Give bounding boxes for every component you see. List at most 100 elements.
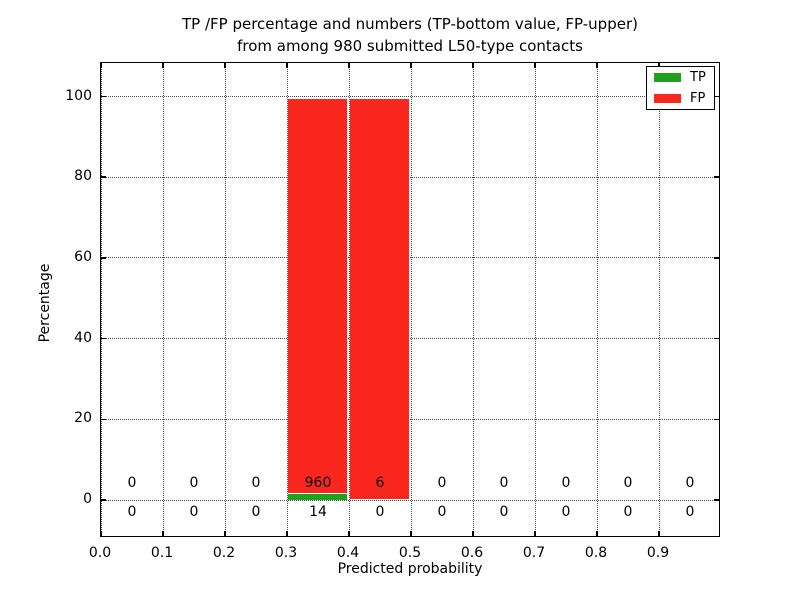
x-tick-top-0.4 [348, 63, 350, 68]
y-tick-label-80: 80 [74, 168, 92, 185]
y-tick-right-0 [714, 499, 719, 501]
tp-count-label-0.8-0.9: 0 [623, 504, 633, 520]
plot-area: 0 0 0 960 6 0 0 0 0 0 0 0 0 14 0 0 0 0 0 0 [100, 62, 720, 537]
gridline-x-0.9 [658, 63, 660, 536]
x-tick-top-0.9 [658, 63, 660, 68]
fp-count-label-0.7-0.8: 0 [561, 475, 571, 491]
gridline-x-0.5 [410, 63, 412, 536]
y-tick-left-60 [101, 257, 106, 259]
x-tick-label-0.6: 0.6 [460, 545, 484, 561]
legend-label-fp: FP [690, 91, 706, 106]
gridline-x-0.1 [162, 63, 164, 536]
x-tick-top-0.3 [286, 63, 288, 68]
bar-tp-0.3-0.4 [288, 494, 347, 500]
y-tick-right-80 [714, 176, 719, 178]
x-tick-label-0.3: 0.3 [274, 545, 298, 561]
x-tick-label-0.0: 0.0 [88, 545, 112, 561]
fp-count-label-0.3-0.4: 960 [304, 475, 332, 491]
x-tick-bottom-0.3 [286, 531, 288, 536]
y-tick-right-20 [714, 418, 719, 421]
gridline-x-0.2 [224, 63, 226, 536]
y-tick-right-100 [714, 95, 719, 98]
gridline-x-0.4 [348, 63, 350, 536]
gridline-y-60 [101, 257, 719, 259]
chart-title: TP /FP percentage and numbers (TP-bottom… [100, 13, 720, 57]
x-tick-bottom-0.4 [348, 531, 350, 536]
tp-count-label-0.6-0.7: 0 [499, 504, 509, 520]
x-tick-top-0.5 [410, 63, 412, 68]
gridline-y-100 [101, 96, 719, 97]
y-tick-label-20: 20 [74, 410, 92, 427]
gridline-x-0.0 [100, 63, 102, 536]
tp-count-label-0.4-0.5: 0 [375, 504, 385, 520]
x-tick-top-0.7 [534, 63, 536, 68]
x-tick-bottom-0.7 [534, 531, 536, 536]
x-tick-label-0.5: 0.5 [398, 545, 422, 561]
tp-count-label-0.2-0.3: 0 [251, 504, 261, 520]
tp-count-label-0.7-0.8: 0 [561, 504, 571, 520]
gridline-x-0.3 [286, 63, 288, 536]
gridline-x-0.7 [534, 63, 536, 536]
x-tick-label-0.4: 0.4 [336, 545, 360, 561]
gridline-y-0 [101, 499, 719, 501]
legend-item-fp: FP [647, 88, 714, 109]
x-tick-bottom-0.5 [410, 531, 412, 536]
y-tick-label-60: 60 [74, 248, 92, 265]
fp-count-label-0.2-0.3: 0 [251, 475, 261, 491]
x-tick-label-0.9: 0.9 [646, 545, 670, 561]
x-tick-label-0.1: 0.1 [150, 545, 174, 561]
tp-count-label-0.9-1.0: 0 [685, 504, 695, 520]
bar-fp-0.3-0.4 [288, 98, 347, 495]
x-tick-bottom-0.6 [472, 531, 474, 536]
legend: TP FP [646, 66, 715, 110]
x-tick-bottom-0.1 [162, 531, 164, 536]
x-tick-bottom-0.9 [658, 531, 660, 536]
x-tick-bottom-0.2 [224, 531, 226, 536]
gridline-y-20 [101, 418, 719, 420]
x-tick-label-0.2: 0.2 [212, 545, 236, 561]
y-tick-left-20 [101, 418, 106, 421]
chart-title-line1: TP /FP percentage and numbers (TP-bottom… [182, 15, 638, 33]
y-tick-left-0 [101, 499, 106, 501]
y-tick-label-0: 0 [83, 491, 92, 507]
y-tick-label-40: 40 [74, 329, 92, 346]
legend-item-tp: TP [647, 67, 714, 88]
y-tick-right-40 [714, 337, 719, 340]
x-tick-label-0.8: 0.8 [584, 545, 608, 561]
x-tick-top-0.8 [596, 63, 598, 68]
fp-count-label-0.0-0.1: 0 [127, 475, 137, 491]
y-tick-label-100: 100 [65, 87, 92, 104]
tp-count-label-0.1-0.2: 0 [189, 504, 199, 520]
chart-title-line2: from among 980 submitted L50-type contac… [237, 37, 583, 55]
y-tick-left-40 [101, 337, 106, 340]
y-tick-left-80 [101, 176, 106, 178]
tp-count-label-0.5-0.6: 0 [437, 504, 447, 520]
y-tick-right-60 [714, 257, 719, 259]
legend-label-tp: TP [690, 70, 706, 85]
fp-count-label-0.5-0.6: 0 [437, 475, 447, 491]
x-tick-top-0.2 [224, 63, 226, 68]
fp-count-label-0.8-0.9: 0 [623, 475, 633, 491]
x-tick-label-0.7: 0.7 [522, 545, 546, 561]
bar-fp-0.4-0.5 [350, 98, 409, 500]
gridline-x-0.8 [596, 63, 598, 536]
x-tick-top-0.0 [100, 63, 102, 68]
fp-count-label-0.4-0.5: 6 [375, 475, 385, 491]
x-tick-top-0.6 [472, 63, 474, 68]
tp-count-label-0.0-0.1: 0 [127, 504, 137, 520]
x-axis-label: Predicted probability [337, 561, 483, 577]
fp-count-label-0.6-0.7: 0 [499, 475, 509, 491]
fp-count-label-0.1-0.2: 0 [189, 475, 199, 491]
y-tick-left-100 [101, 95, 106, 98]
x-tick-bottom-0.0 [100, 531, 102, 536]
x-tick-top-0.1 [162, 63, 164, 68]
gridline-x-0.6 [472, 63, 474, 536]
tp-color-swatch-icon [654, 73, 681, 82]
gridline-y-40 [101, 338, 719, 340]
x-tick-bottom-0.8 [596, 531, 598, 536]
tp-count-label-0.3-0.4: 14 [309, 504, 327, 520]
fp-color-swatch-icon [654, 94, 681, 103]
fp-count-label-0.9-1.0: 0 [685, 475, 695, 491]
gridline-y-80 [101, 176, 719, 178]
